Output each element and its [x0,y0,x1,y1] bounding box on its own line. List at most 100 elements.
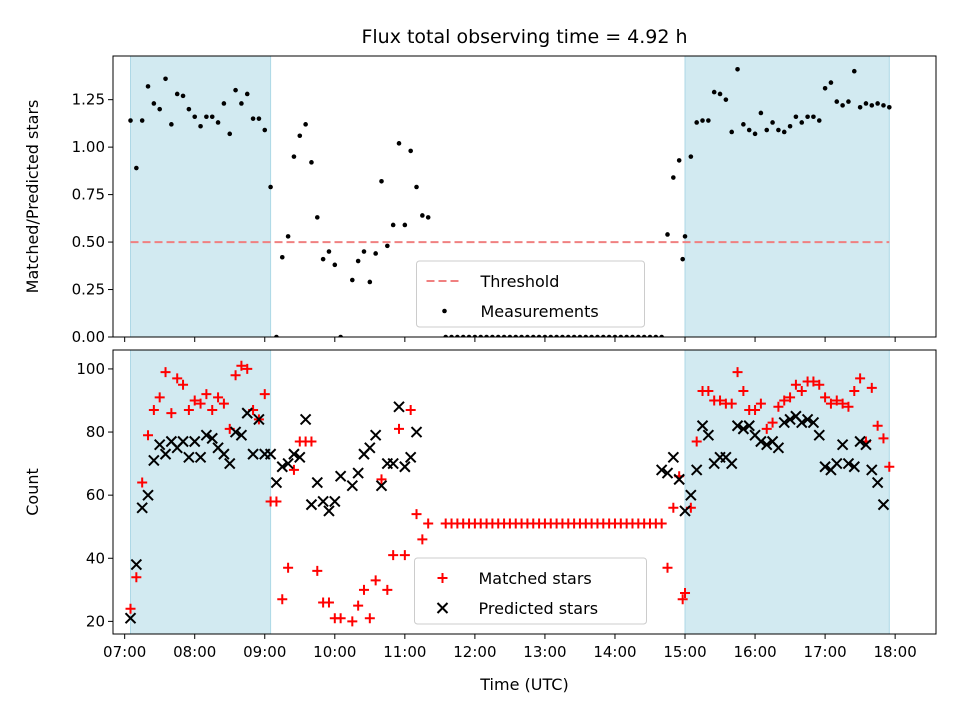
data-point-x [194,451,207,463]
x-axis-label: Time (UTC) [479,675,568,694]
data-point-plus [306,436,317,447]
legend-measurement-swatch [442,308,447,314]
data-point-plus [388,550,399,561]
data-point-plus [849,386,860,397]
x-tick-label: 14:00 [593,643,636,661]
data-point [501,334,507,337]
x-tick-label: 13:00 [523,643,566,661]
data-point [612,334,618,337]
data-point [694,120,699,125]
y-tick-label: 0.25 [72,281,105,299]
data-point-plus [312,565,323,576]
data-point [828,80,834,85]
data-point [472,334,478,337]
data-point-plus [767,417,778,428]
data-point-x [796,416,808,429]
data-point-plus [399,550,410,561]
shaded-interval [685,350,890,634]
data-point [495,334,501,337]
data-point-x [679,505,691,517]
data-point-x [183,451,195,463]
data-point [402,222,408,228]
data-point-x [153,438,166,451]
data-point [624,334,629,337]
data-point-plus [353,600,364,611]
data-point [869,103,875,108]
data-point [332,262,338,268]
data-point-x [661,467,674,479]
data-point-plus [785,392,796,403]
data-point-x [761,438,773,451]
data-point-plus [866,382,877,393]
data-point [128,118,133,123]
data-point [192,114,198,120]
data-point-plus [411,509,422,520]
data-point-plus [843,401,854,412]
data-point [221,101,227,106]
data-point [291,154,297,159]
data-point [577,334,583,337]
data-point [680,256,685,262]
legend-plus-swatch [437,573,448,583]
data-point-x [323,505,335,517]
data-point [239,101,244,106]
data-point-plus [183,404,194,415]
data-point-x [854,435,866,448]
data-point [408,148,413,154]
data-point [460,334,466,337]
data-point-x [294,451,306,463]
series-matched-stars [125,360,895,627]
data-point [881,103,886,108]
data-point-plus [323,597,334,608]
data-point [542,334,548,337]
data-point-plus [201,389,212,400]
data-point [682,234,688,239]
data-point [729,129,735,135]
data-point-x [288,448,300,460]
data-point-plus [259,389,270,400]
data-point [309,160,314,165]
data-point-plus [283,562,294,573]
data-point [595,334,600,337]
data-point-plus [358,584,369,595]
data-point-plus [668,502,679,513]
data-point-x [253,413,265,426]
data-point-plus [213,392,224,403]
data-point-x [311,476,323,489]
data-point-x [685,489,697,501]
data-point [209,114,215,120]
y-tick-label: 40 [86,549,105,567]
data-point [600,334,606,337]
legend-label: Measurements [481,302,599,321]
data-point [420,213,425,218]
data-point-x [334,470,347,482]
data-point-x [399,461,411,473]
data-point-x [241,407,253,419]
data-point-plus [703,386,714,397]
data-point-x [148,454,160,467]
data-point-plus [808,376,819,387]
data-point-x [842,457,855,470]
data-point [840,103,845,108]
data-point [215,120,221,125]
data-point-x [819,461,831,473]
data-point-plus [195,398,206,409]
data-point [636,334,641,337]
data-point-plus [271,496,282,507]
data-point-x [731,420,744,432]
data-point-plus [796,386,807,397]
data-point [326,249,332,254]
data-point [723,97,729,102]
data-point [554,334,559,337]
axes-frame [112,55,937,338]
data-point [204,114,209,120]
data-point-plus [131,572,142,583]
data-point-plus [750,404,761,415]
data-point [711,89,717,95]
axes-frame [112,349,937,635]
data-point [256,116,262,121]
data-point [198,123,203,129]
series-predicted-stars [124,401,890,624]
data-point [770,120,775,125]
data-point-plus [160,367,171,378]
